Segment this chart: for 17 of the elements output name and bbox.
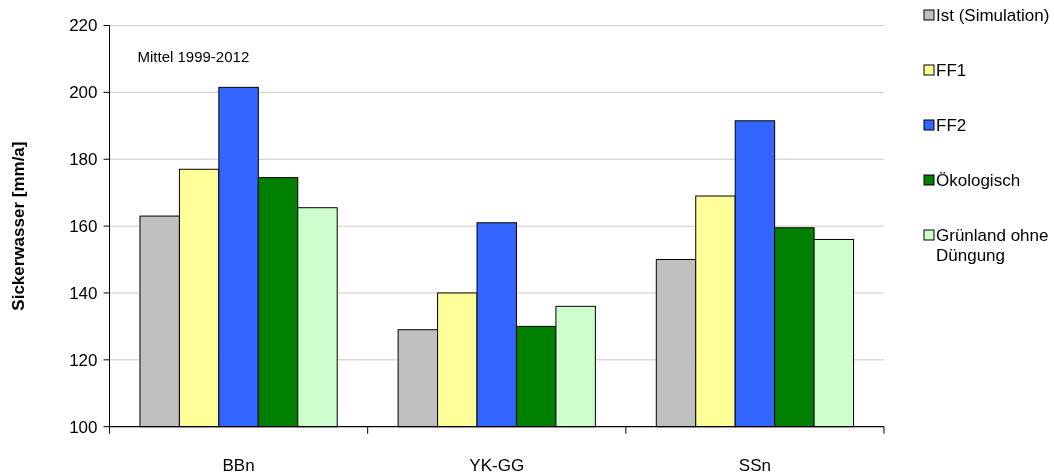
y-tick-label: 120 xyxy=(69,350,98,370)
legend-label: Ist (Simulation) xyxy=(936,5,1050,25)
annotation: Mittel 1999-2012 xyxy=(137,48,250,65)
y-tick-label: 200 xyxy=(69,83,98,103)
y-tick-label: 160 xyxy=(69,217,98,237)
legend-label: FF2 xyxy=(936,115,967,135)
x-tick-label: SSn xyxy=(738,456,771,475)
legend-label: FF1 xyxy=(936,60,967,80)
y-tick-label: 100 xyxy=(69,417,98,437)
x-tick-label: BBn xyxy=(222,456,255,475)
y-tick-label: 180 xyxy=(69,150,98,170)
x-tick-label: YK-GG xyxy=(469,456,525,475)
y-tick-label: 220 xyxy=(69,16,98,36)
y-tick-label: 140 xyxy=(69,283,98,303)
legend-label: Ökologisch xyxy=(936,170,1021,190)
legend-label: Grünland ohne Düngung xyxy=(936,225,1049,265)
y-axis-title: Sickerwasser [mm/a] xyxy=(9,141,28,311)
